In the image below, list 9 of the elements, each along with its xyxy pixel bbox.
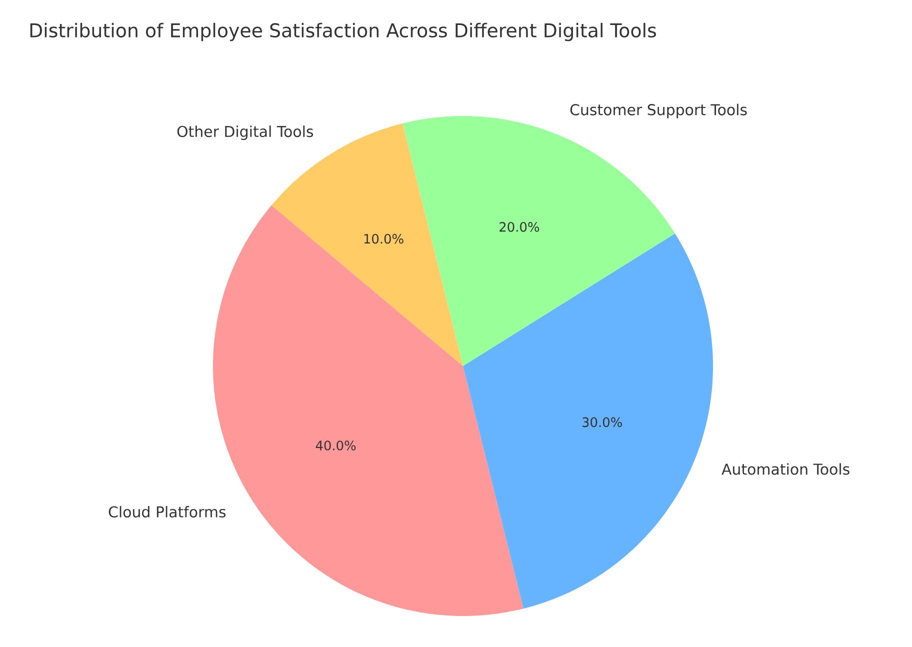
data-label: 10.0% (364, 234, 404, 244)
slice-label: Cloud Platforms (108, 506, 226, 518)
data-label: 30.0% (582, 417, 622, 428)
slice-label: Customer Support Tools (570, 104, 747, 118)
chart-title: Distribution of Employee Satisfaction Across Different Digital Tools (30, 22, 656, 42)
slice-label: Other Digital Tools (177, 126, 314, 140)
slice-label: Automation Tools (722, 463, 850, 475)
data-label: 40.0% (316, 440, 356, 450)
data-label: 20.0% (500, 222, 540, 232)
